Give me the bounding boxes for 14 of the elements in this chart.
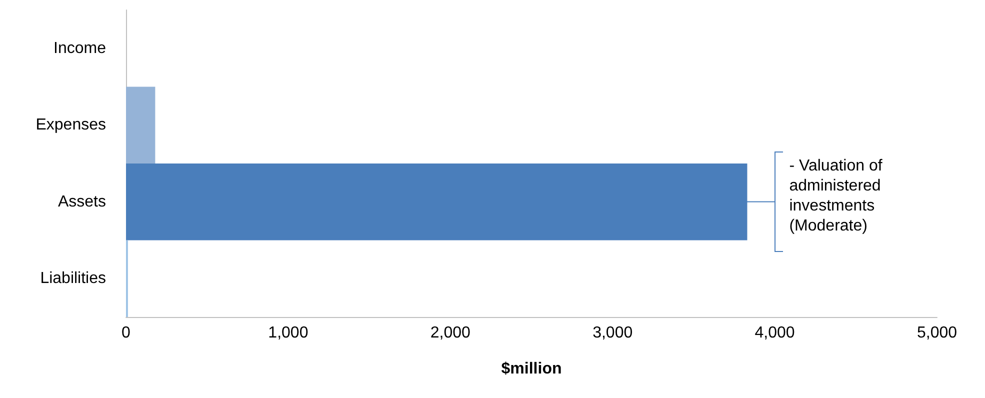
x-axis-title: $million	[501, 360, 562, 378]
x-tick-label: 3,000	[592, 324, 633, 342]
annotation: - Valuation of administered investments (Moderate)	[789, 157, 887, 234]
bar	[126, 164, 748, 240]
x-tick-label: 2,000	[430, 324, 471, 342]
y-tick-label: Liabilities	[40, 270, 106, 288]
x-tick-label: 4,000	[754, 324, 795, 342]
y-tick-label: Income	[54, 40, 106, 57]
y-tick-label: Assets	[58, 193, 106, 210]
x-tick-label: 0	[122, 324, 131, 342]
x-tick-label: 1,000	[268, 324, 308, 342]
bar	[126, 86, 156, 164]
x-tick-label: 5,000	[916, 324, 958, 342]
y-tick-label: Expenses	[36, 116, 106, 134]
